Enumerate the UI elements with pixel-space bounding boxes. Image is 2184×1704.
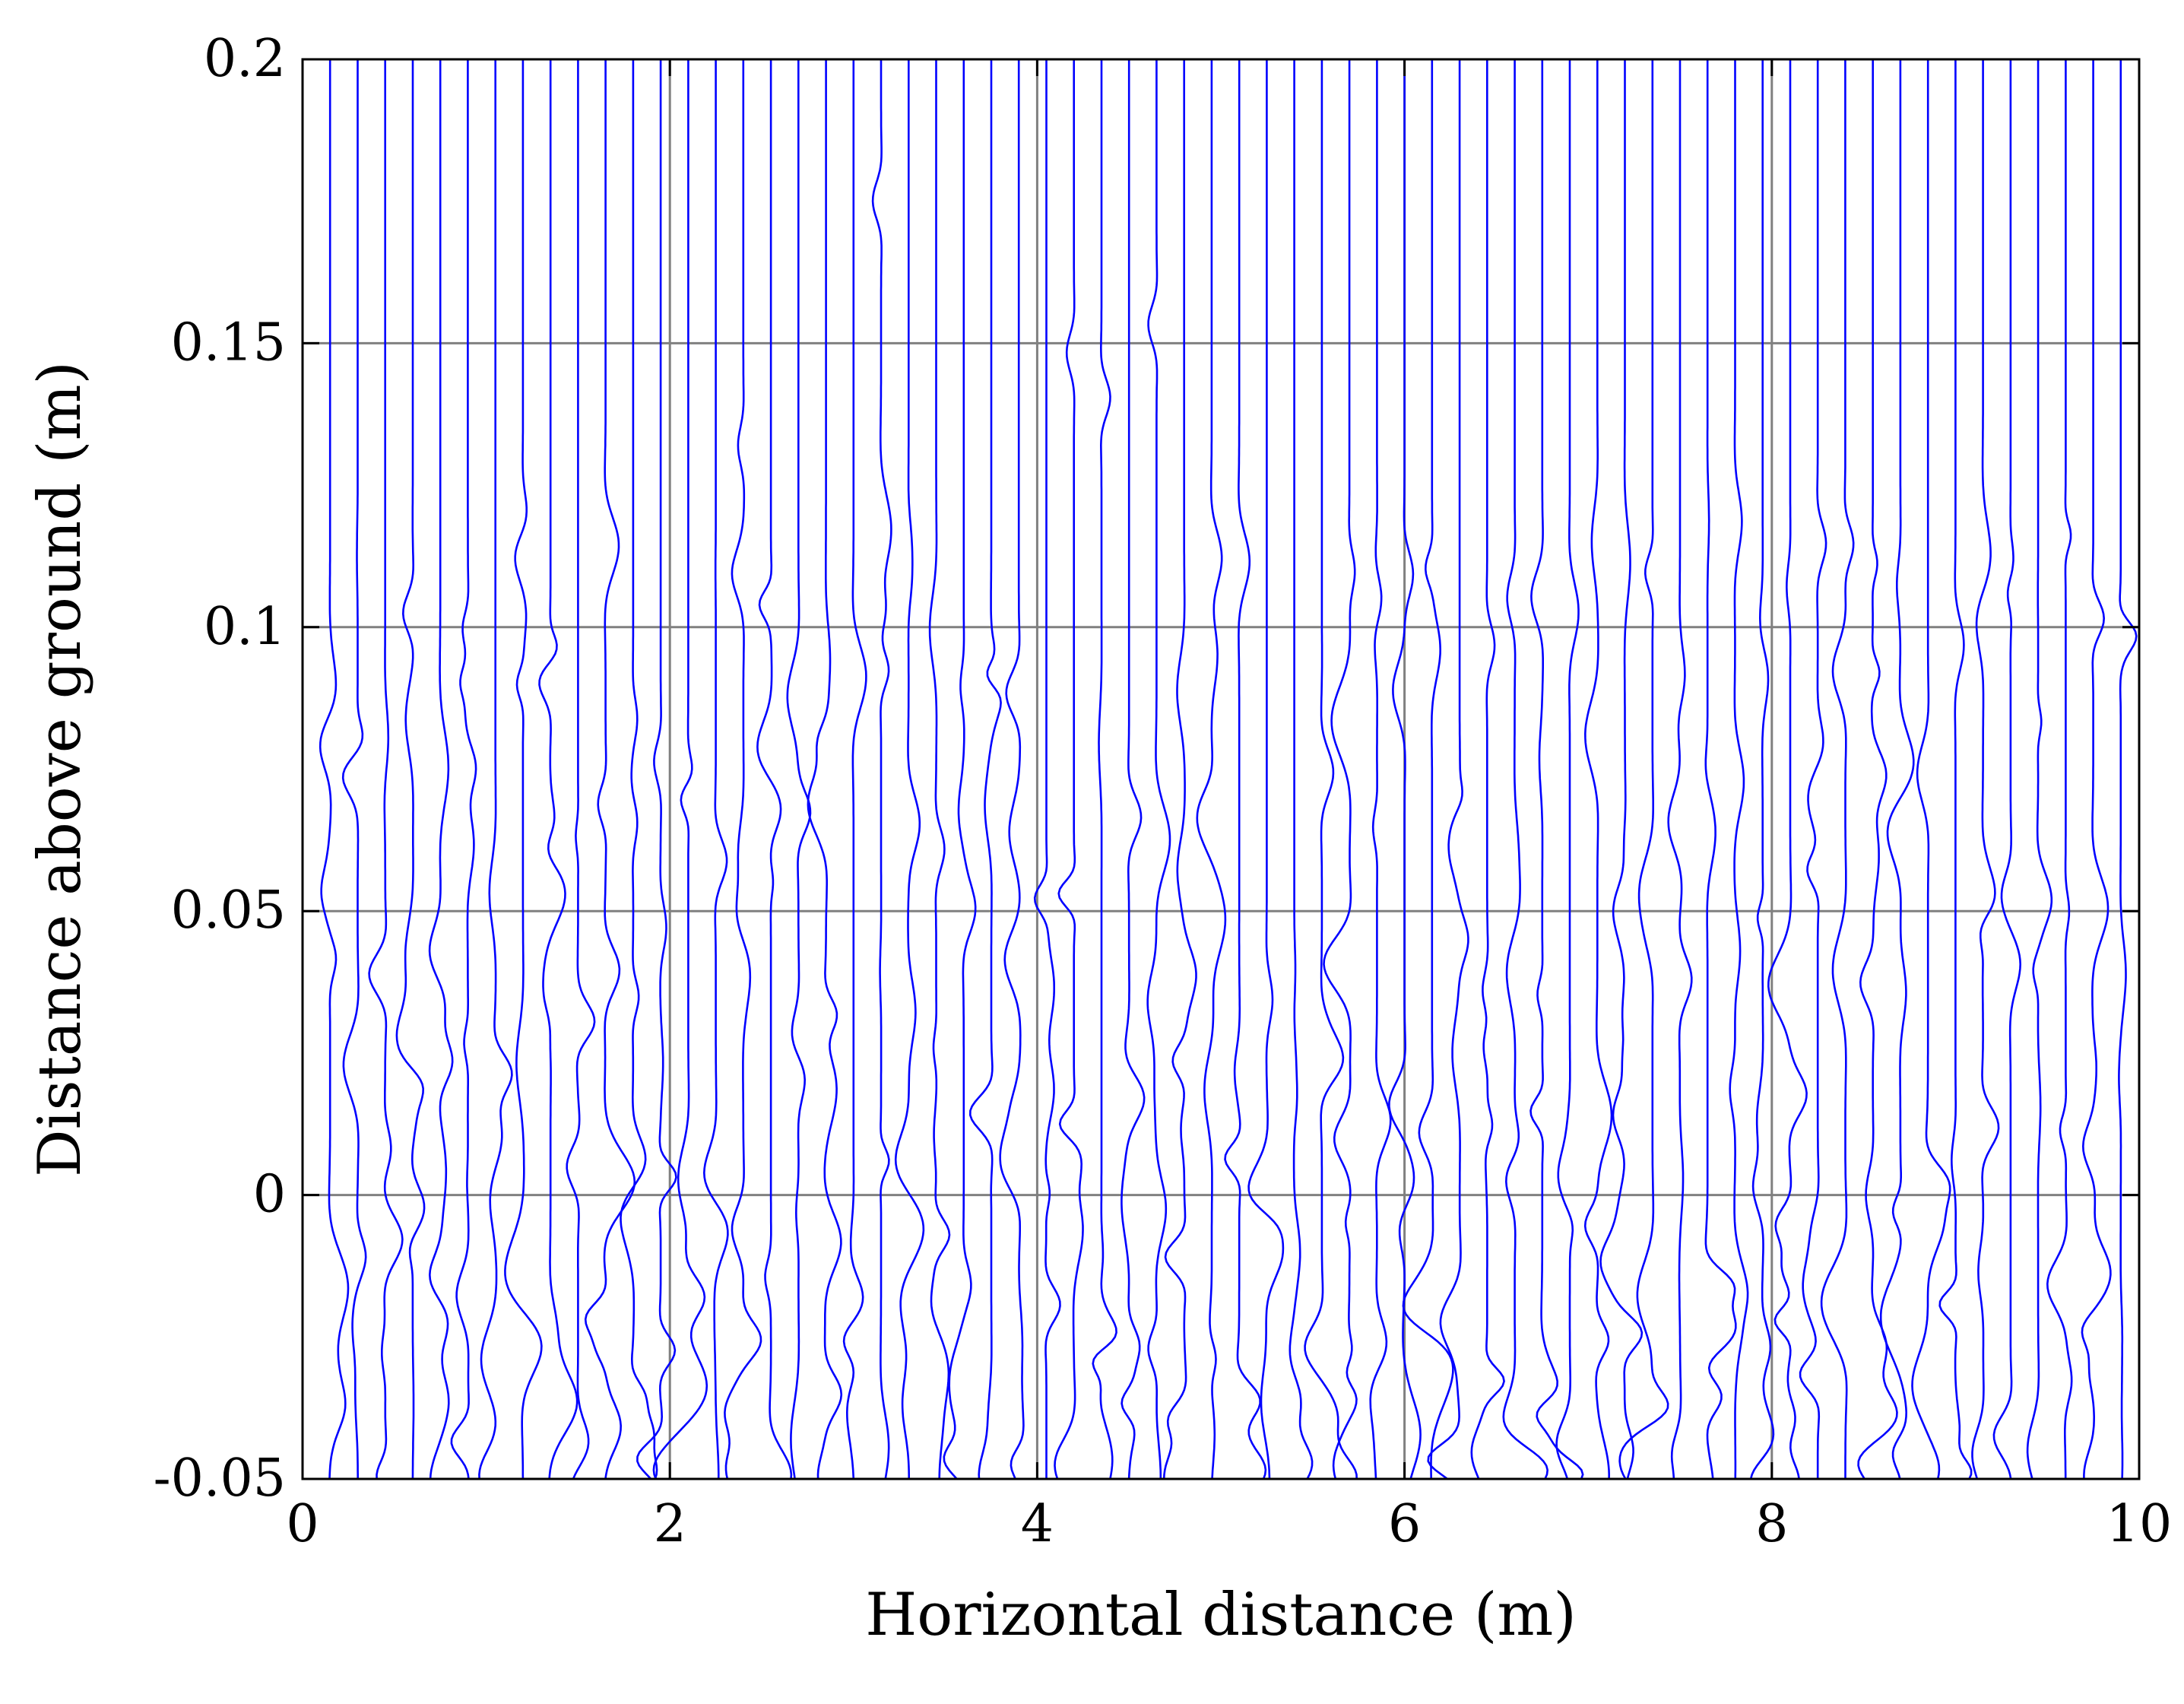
trace-line — [428, 59, 454, 1480]
trace-line — [450, 59, 477, 1480]
trace-line — [1599, 59, 1644, 1480]
trace-line — [1799, 59, 1827, 1479]
trace-line — [894, 59, 925, 1479]
trace-line — [842, 59, 867, 1480]
trace-line — [636, 59, 677, 1480]
trace-line — [1054, 59, 1084, 1480]
y-tick-label: 0.05 — [171, 881, 286, 941]
trace-line — [943, 59, 977, 1480]
trace-line — [319, 59, 350, 1480]
trace-line — [1402, 59, 1454, 1480]
trace-line — [1224, 59, 1267, 1480]
trace-line — [871, 59, 892, 1480]
trace-line — [652, 59, 708, 1480]
trace-line — [1121, 59, 1146, 1480]
trace-line — [1388, 59, 1422, 1480]
trace-line — [786, 59, 812, 1480]
trace-line — [1667, 59, 1693, 1480]
y-tick-label: 0.1 — [204, 597, 286, 657]
trace-line — [756, 59, 793, 1480]
trace-line — [1618, 59, 1669, 1480]
trace-line — [1146, 59, 1171, 1479]
trace-line — [1323, 59, 1358, 1480]
y-tick-label: 0 — [253, 1165, 286, 1225]
trace-line — [2046, 59, 2073, 1479]
x-tick-label: 8 — [1755, 1494, 1788, 1554]
x-tick-label: 2 — [654, 1494, 686, 1554]
trace-line — [566, 59, 596, 1480]
ticks — [301, 58, 2141, 1480]
trace-line — [1704, 59, 1737, 1480]
x-tick-label: 10 — [2106, 1494, 2173, 1554]
trace-line — [1369, 59, 1392, 1480]
trace-line — [1992, 59, 2022, 1480]
y-axis-title: Distance above ground (m) — [26, 361, 94, 1177]
trace-line — [1767, 59, 1808, 1480]
plot-frame — [301, 58, 2141, 1480]
y-tick-label: 0.2 — [204, 29, 286, 89]
x-tick-label: 6 — [1388, 1494, 1421, 1554]
trace-line — [395, 59, 426, 1480]
y-tick-label: 0.15 — [171, 313, 286, 373]
trace-line — [538, 59, 578, 1480]
x-tick-label: 4 — [1021, 1494, 1054, 1554]
trace-line — [1033, 59, 1061, 1479]
trace-line — [1470, 59, 1505, 1480]
trace-line — [928, 59, 951, 1480]
x-axis-title: Horizontal distance (m) — [865, 1581, 1577, 1649]
trace-line — [341, 59, 367, 1479]
trace-line — [968, 59, 1002, 1480]
trace-line — [1427, 59, 1469, 1480]
traces — [319, 59, 2138, 1480]
trace-line — [1289, 59, 1314, 1480]
y-tick-label: -0.05 — [154, 1449, 286, 1509]
trace-line — [1911, 59, 1951, 1480]
trace-line — [999, 59, 1025, 1480]
trace-line — [1938, 59, 1973, 1480]
trace-line — [1304, 59, 1358, 1480]
trace-line — [1820, 59, 1855, 1479]
trace-line — [1529, 59, 1584, 1480]
trace-line — [1196, 59, 1227, 1480]
trace-line — [1583, 59, 1613, 1480]
trace-line — [478, 59, 513, 1480]
trace-line — [2118, 59, 2138, 1480]
trace-line — [1879, 59, 1915, 1480]
trace-line — [1092, 59, 1117, 1480]
trace-line — [620, 59, 658, 1480]
trace-line — [1749, 59, 1775, 1480]
trace-line — [702, 59, 729, 1480]
trace-line — [807, 59, 843, 1480]
trace-line — [1729, 59, 1749, 1479]
trace-line — [724, 59, 762, 1480]
trace-line — [2026, 59, 2053, 1480]
trace-line — [1162, 59, 1197, 1480]
trace-line — [1971, 59, 2000, 1480]
trace-line — [1247, 59, 1285, 1480]
trace-line — [1502, 59, 1549, 1480]
x-tick-label: 0 — [286, 1494, 319, 1554]
trace-line — [504, 59, 543, 1480]
trace-line — [368, 59, 404, 1480]
trace-line — [584, 59, 636, 1480]
trace-line — [1857, 59, 1898, 1480]
trace-line — [1555, 59, 1580, 1480]
trace-line — [2081, 59, 2112, 1479]
